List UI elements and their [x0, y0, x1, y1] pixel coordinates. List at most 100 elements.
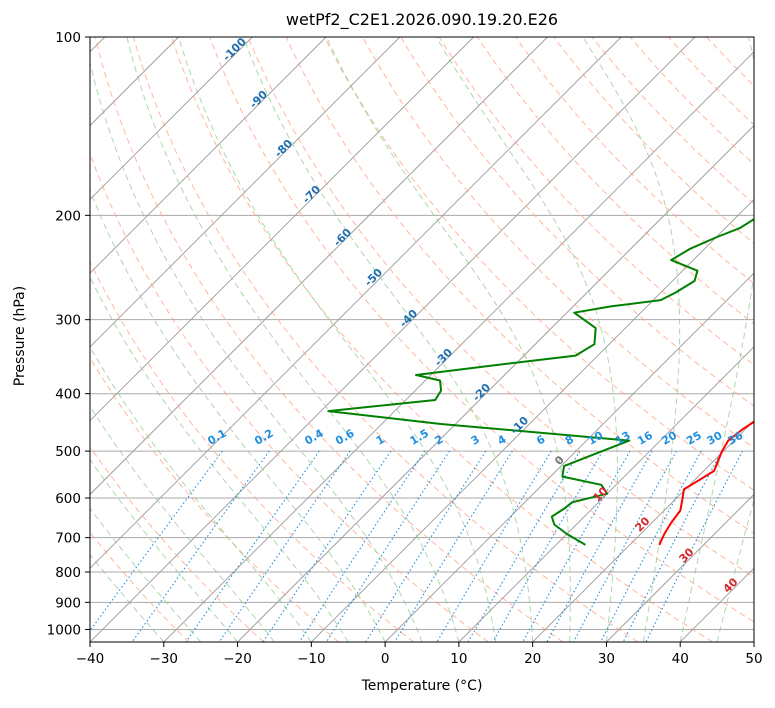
- mixing-ratio-line: [325, 450, 450, 642]
- dry-adiabat-line: [553, 37, 754, 245]
- moist-adiabat-line: [679, 37, 754, 642]
- dewpoint-profile-line: [327, 217, 754, 546]
- dry-adiabat-label: -90: [247, 88, 270, 111]
- y-tick-label: 700: [55, 531, 81, 547]
- moist-adiabat-line: [716, 498, 754, 642]
- mixing-ratio-line: [131, 450, 270, 642]
- isotherm-line: [532, 420, 754, 642]
- moist-adiabat-line: [90, 60, 423, 642]
- moist-adiabat-line: [90, 346, 312, 642]
- isotherm-line: [90, 37, 179, 127]
- mixing-ratio-line: [90, 450, 223, 632]
- x-tick-label: 0: [381, 651, 390, 667]
- dry-adiabat-label: -30: [432, 346, 455, 369]
- dry-adiabat-label: 10: [591, 484, 611, 504]
- mixing-ratio-label: 20: [659, 429, 679, 448]
- dry-adiabat-line: [132, 37, 639, 642]
- x-tick-label: −30: [150, 651, 179, 667]
- moist-adiabat-line: [126, 37, 460, 642]
- dry-adiabat-line: [90, 531, 190, 642]
- dry-adiabat-line: [90, 260, 414, 642]
- dry-adiabat-line: [323, 37, 754, 491]
- isotherm-line: [237, 124, 754, 642]
- x-tick-label: 20: [524, 651, 541, 667]
- mixing-ratio-line: [394, 450, 513, 642]
- mixing-ratio-line: [365, 450, 487, 642]
- mixing-ratio-line: [185, 450, 320, 642]
- y-tick-label: 600: [55, 491, 81, 507]
- mixing-ratio-label: 0.4: [302, 427, 326, 448]
- dry-adiabat-line: [90, 356, 339, 642]
- isotherm-line: [606, 493, 754, 642]
- mixing-ratio-label: 4: [495, 432, 508, 447]
- dry-adiabat-line: [362, 37, 754, 449]
- dry-adiabat-line: [90, 446, 265, 642]
- isotherm-line: [90, 37, 474, 422]
- mixing-ratio-label: 25: [684, 429, 704, 448]
- chart-title: wetPf2_C2E1.2026.090.19.20.E26: [285, 10, 559, 29]
- mixing-ratio-line: [299, 450, 426, 642]
- y-tick-label: 200: [55, 208, 81, 224]
- x-axis-label: Temperature (°C): [361, 678, 483, 694]
- y-tick-label: 800: [55, 565, 81, 581]
- isotherm-line: [458, 346, 754, 642]
- mixing-ratio-line: [467, 450, 581, 642]
- moist-adiabat-line: [90, 507, 202, 642]
- y-tick-label: 100: [55, 30, 81, 46]
- dry-adiabat-line: [247, 37, 754, 578]
- dry-adiabat-line: [438, 37, 754, 366]
- y-tick-label: 400: [55, 387, 81, 403]
- mixing-ratio-line: [546, 450, 653, 642]
- mixing-ratio-line: [218, 450, 351, 642]
- y-tick-label: 300: [55, 313, 81, 329]
- dry-adiabat-label: -70: [300, 183, 323, 206]
- mixing-ratio-label: 6: [534, 432, 547, 447]
- dry-adiabat-label: 40: [721, 575, 741, 595]
- dry-adiabat-line: [285, 37, 754, 534]
- y-tick-label: 1000: [47, 622, 81, 638]
- isotherm-line: [163, 51, 754, 642]
- isotherm-line: [90, 37, 548, 496]
- dry-adiabat-label: -80: [272, 137, 295, 160]
- x-tick-label: 50: [745, 651, 762, 667]
- dry-adiabat-line: [515, 37, 754, 285]
- mixing-ratio-label: 36: [725, 429, 745, 448]
- moist-adiabat-line: [90, 276, 349, 642]
- isotherm-line: [0, 37, 31, 642]
- x-tick-label: −20: [223, 651, 252, 667]
- mixing-ratio-label: 30: [705, 429, 725, 448]
- isotherm-line: [753, 641, 754, 642]
- moist-adiabat-line: [90, 553, 165, 642]
- mixing-ratio-label: 10: [586, 429, 606, 448]
- dry-adiabat-label: -100: [220, 35, 249, 64]
- dry-adiabat-line: [171, 37, 713, 642]
- dry-adiabat-label: 30: [677, 545, 697, 565]
- moist-adiabat-line: [178, 37, 497, 642]
- dry-adiabat-line: [90, 152, 489, 642]
- isotherm-line: [311, 198, 754, 642]
- isotherm-line: [90, 37, 253, 200]
- mixing-ratio-line: [436, 450, 552, 642]
- moist-adiabat-line: [435, 37, 618, 642]
- y-tick-label: 900: [55, 595, 81, 611]
- moist-adiabat-line: [90, 458, 238, 642]
- x-tick-label: 40: [672, 651, 689, 667]
- dry-adiabat-line: [591, 37, 754, 205]
- moist-adiabat-line: [90, 405, 275, 642]
- isotherm-line: [90, 37, 401, 348]
- mixing-ratio-label: 16: [635, 429, 655, 448]
- dry-adiabat-line: [400, 37, 754, 407]
- dry-adiabat-line: [629, 37, 754, 165]
- dry-adiabat-label: -60: [331, 226, 354, 249]
- dry-adiabat-line: [94, 37, 564, 642]
- temperature-profile-line: [658, 420, 754, 546]
- x-tick-label: −40: [76, 651, 105, 667]
- isotherm-line: [90, 37, 106, 53]
- mixing-ratio-line: [522, 450, 631, 642]
- dry-adiabat-label: -20: [470, 381, 493, 404]
- mixing-ratio-line: [600, 450, 702, 642]
- isotherm-line: [90, 37, 327, 274]
- plot-frame: [89, 36, 755, 643]
- moist-adiabat-line: [325, 37, 571, 642]
- y-tick-label: 500: [55, 444, 81, 460]
